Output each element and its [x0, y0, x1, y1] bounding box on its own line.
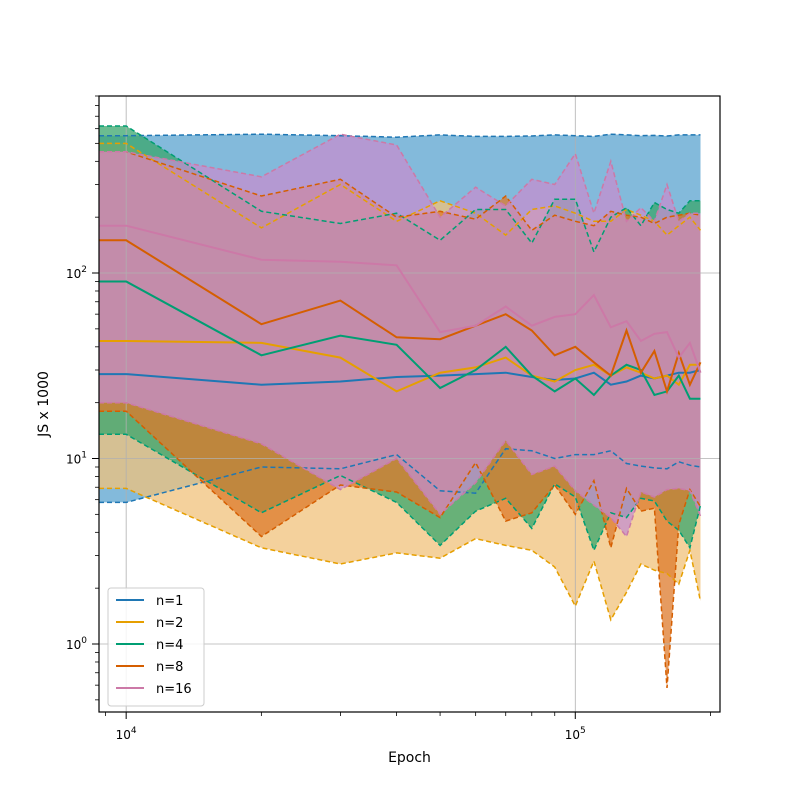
- legend-item-n=1: n=1: [116, 594, 183, 609]
- legend-item-n=16: n=16: [116, 682, 192, 697]
- median-line-n=4: [99, 280, 701, 400]
- legend-item-n=4: n=4: [116, 638, 183, 653]
- lower-line-n=2: [99, 487, 702, 622]
- legend-label: n=2: [156, 616, 183, 631]
- x-tick-label: 104: [116, 726, 137, 742]
- plot-frame: [98, 95, 721, 713]
- legend: n=1 n=2 n=4 n=8 n=16: [107, 587, 205, 707]
- band-n=16: [99, 134, 701, 537]
- y-tick-label: 102: [66, 265, 87, 281]
- lower-line-n=16: [99, 401, 702, 539]
- legend-label: n=1: [156, 594, 183, 609]
- median-line-n=16: [99, 224, 702, 374]
- upper-line-n=8: [99, 151, 701, 232]
- median-line-n=8: [99, 239, 702, 395]
- legend-item-n=8: n=8: [116, 660, 183, 675]
- legend-item-n=2: n=2: [116, 616, 183, 631]
- lower-line-n=8: [99, 410, 702, 688]
- lower-line-n=1: [99, 447, 701, 504]
- legend-label: n=16: [156, 682, 192, 697]
- median-line-n=2: [99, 340, 701, 393]
- y-tick-label: 101: [66, 451, 87, 467]
- x-tick-label: 105: [565, 726, 586, 742]
- legend-label: n=4: [156, 638, 183, 653]
- lower-line-n=4: [99, 433, 702, 553]
- legend-label: n=8: [156, 660, 183, 675]
- series-lines: [99, 125, 702, 688]
- confidence-bands: [99, 126, 701, 688]
- y-axis-label: JS x 1000: [36, 371, 52, 438]
- upper-line-n=4: [99, 125, 701, 254]
- upper-line-n=2: [99, 142, 702, 237]
- y-tick-label: 100: [66, 636, 87, 652]
- upper-line-n=1: [99, 133, 701, 138]
- upper-line-n=16: [99, 133, 701, 223]
- x-axis-label: Epoch: [388, 750, 431, 766]
- legend-box: [107, 587, 205, 707]
- axis-ticks: 104 105 100 101 102: [66, 95, 711, 742]
